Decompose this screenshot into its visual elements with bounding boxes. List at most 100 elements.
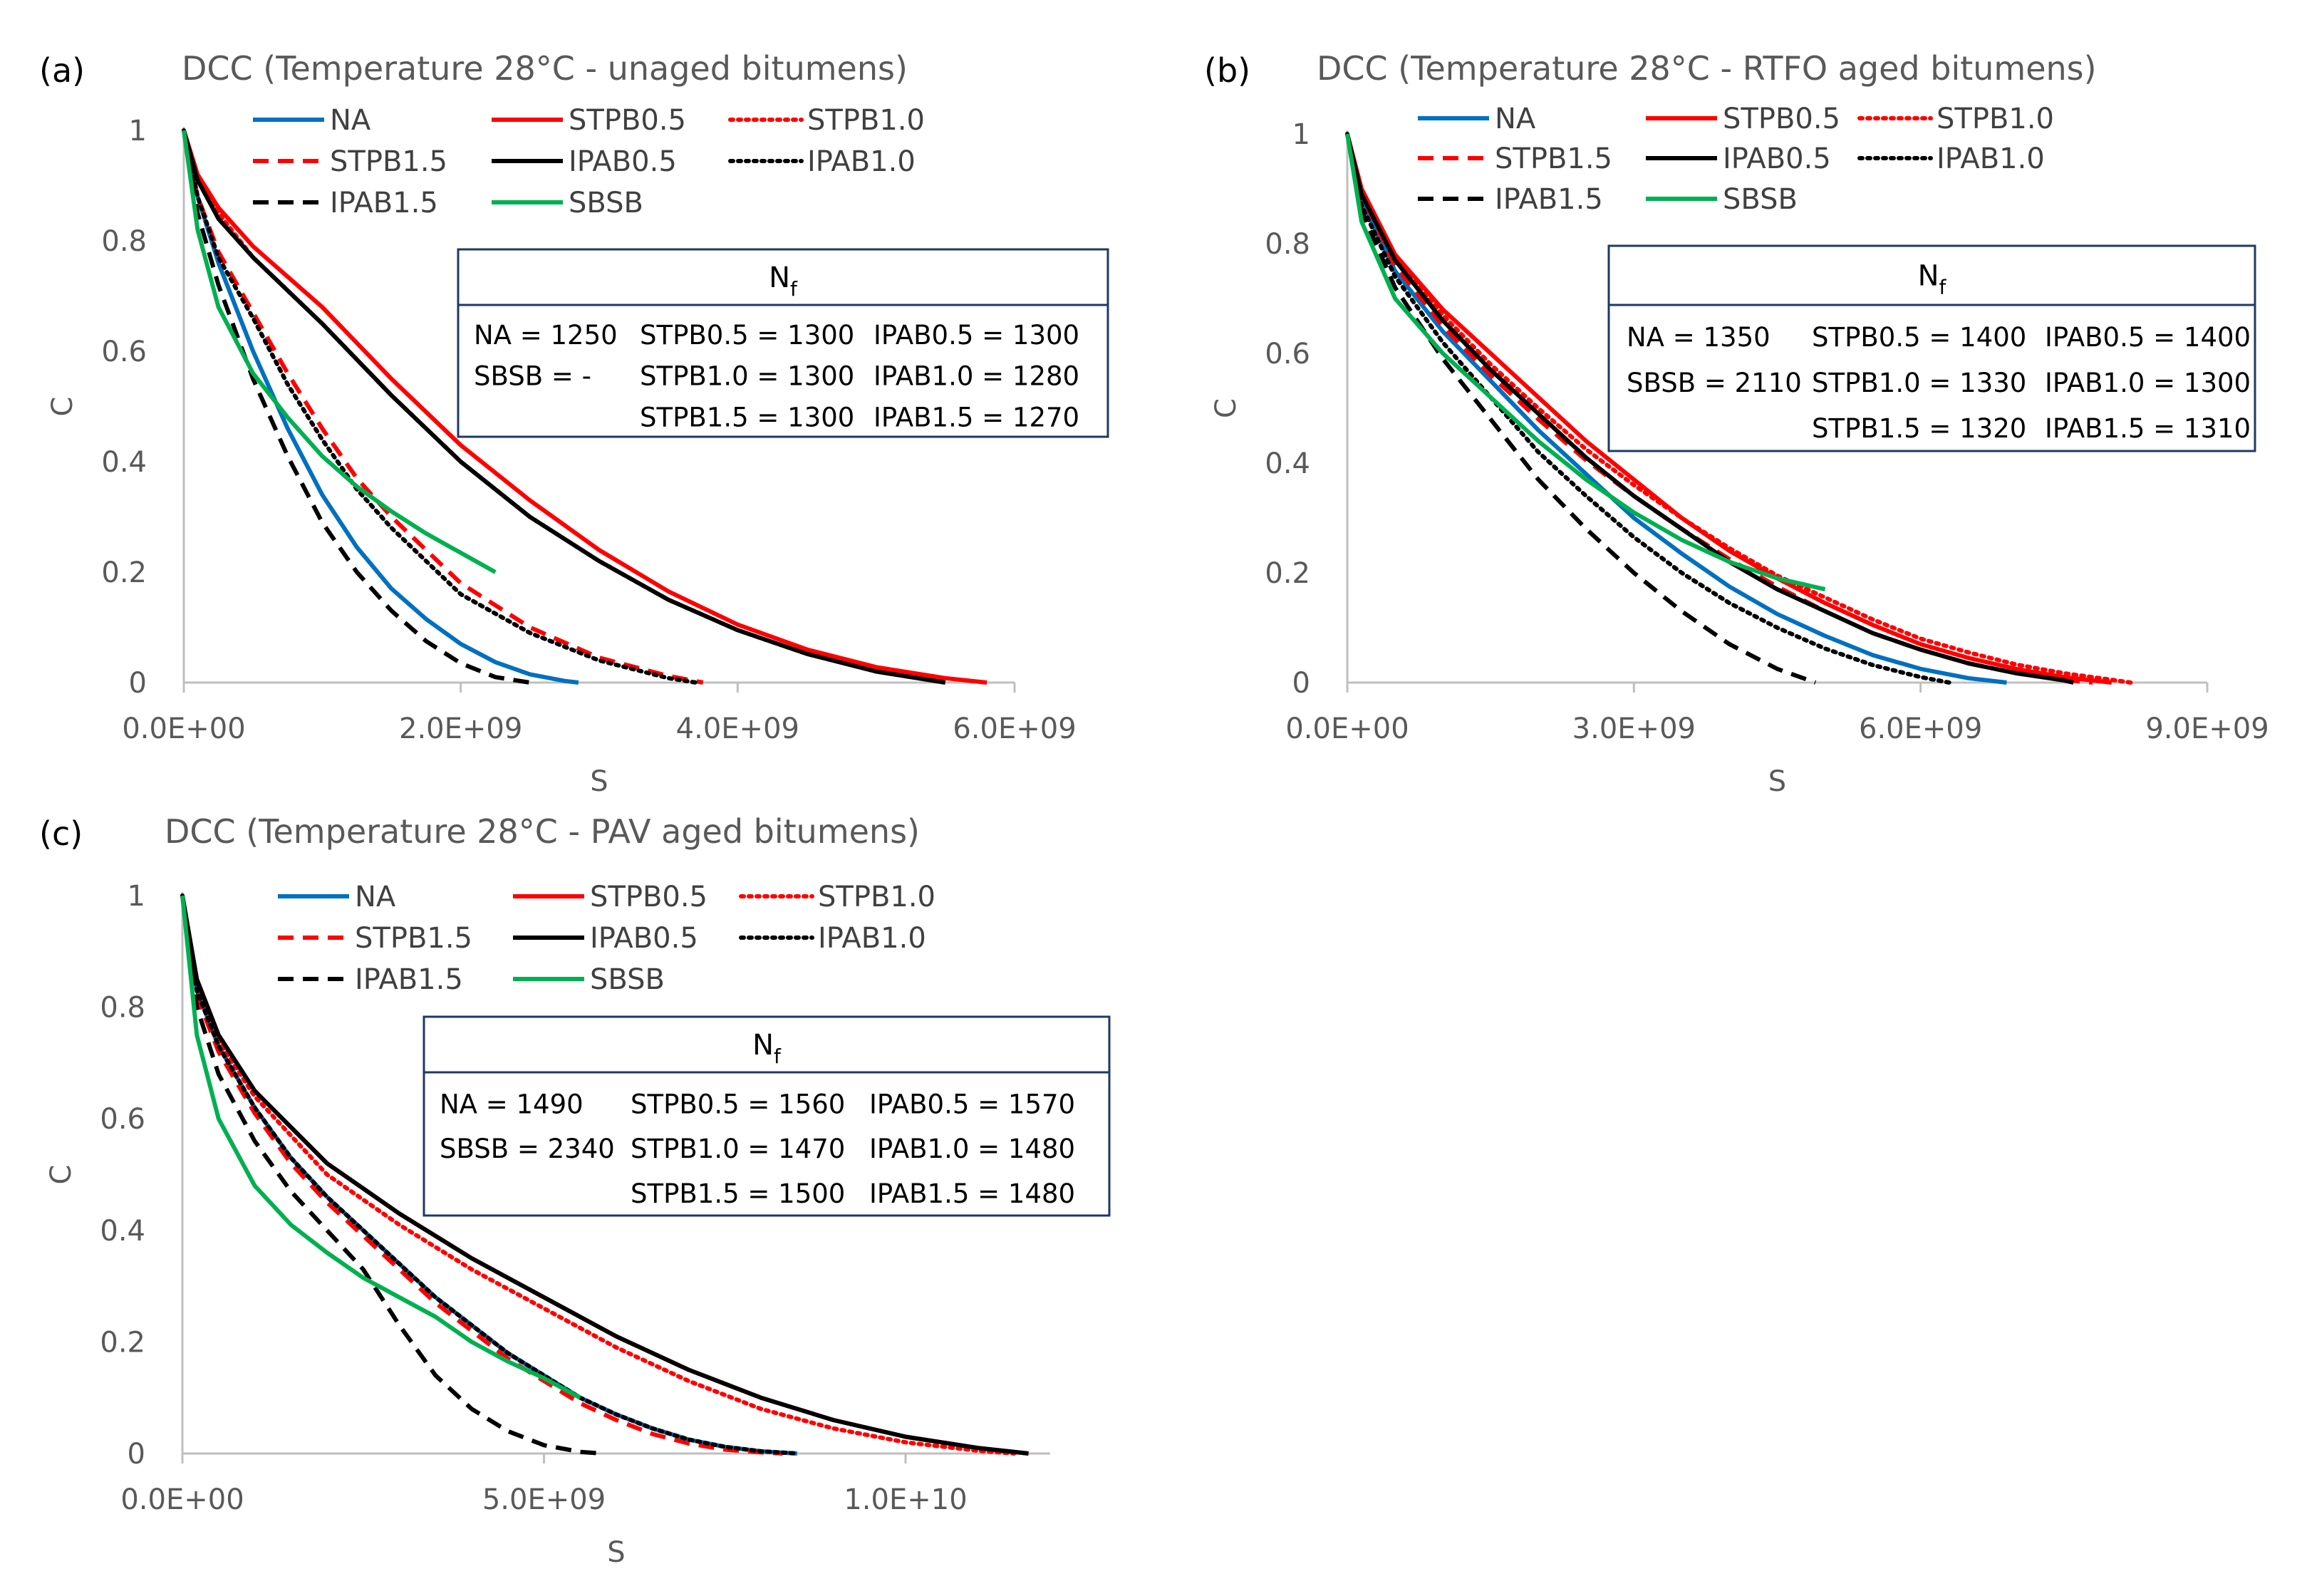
legend-label-stpb0-5: STPB0.5 xyxy=(569,104,686,137)
legend-label-na: NA xyxy=(1495,103,1536,135)
nf-table-cell: STPB1.5 = 1320 xyxy=(1812,413,2026,444)
nf-table-header: Nf xyxy=(752,1029,782,1068)
panels-group: (a) DCC (Temperature 28°C - unaged bitume… xyxy=(39,49,2269,1569)
nf-table-cell: STPB1.0 = 1300 xyxy=(640,361,854,392)
y-tick-label: 0.6 xyxy=(101,336,147,368)
nf-header-subscript: f xyxy=(1939,276,1947,299)
legend-label-ipab1-0: IPAB1.0 xyxy=(1937,142,2045,175)
nf-table-cell: IPAB0.5 = 1570 xyxy=(869,1089,1075,1119)
legend: NA STPB0.5 STPB1.0 STPB1.5 IPAB0.5 IPAB1.0 IPA… xyxy=(1418,103,2054,216)
x-axis-title: S xyxy=(607,1536,625,1569)
y-tick-label: 0.8 xyxy=(100,992,145,1025)
series-line-ipab1-5 xyxy=(182,130,531,685)
legend-label-stpb1-0: STPB1.0 xyxy=(1937,103,2054,135)
nf-header-subscript: f xyxy=(790,277,798,301)
nf-table-cell: NA = 1250 xyxy=(474,320,618,351)
series-group xyxy=(1345,132,2133,685)
nf-table-cell: STPB1.0 = 1470 xyxy=(631,1134,845,1164)
nf-table-header: Nf xyxy=(1918,260,1947,299)
legend-label-ipab1-0: IPAB1.0 xyxy=(818,922,926,955)
legend: NA STPB0.5 STPB1.0 STPB1.5 IPAB0.5 IPAB1.0 IPA… xyxy=(278,881,935,996)
legend-label-ipab0-5: IPAB0.5 xyxy=(1723,142,1831,175)
legend-label-stpb1-5: STPB1.5 xyxy=(1495,142,1612,175)
y-tick-label: 0 xyxy=(128,1438,145,1471)
nf-table: Nf NA = 1350 STPB0.5 = 1400 IPAB0.5 = 1400 S… xyxy=(1607,244,2256,452)
legend-label-stpb1-0: STPB1.0 xyxy=(807,104,925,137)
y-tick-label: 0.2 xyxy=(101,556,147,589)
panel-label: (b) xyxy=(1204,51,1250,90)
series-line-stpb1-5 xyxy=(180,895,783,1456)
x-tick-label: 0.0E+00 xyxy=(1285,712,1409,745)
chart-panel-c: (c) DCC (Temperature 28°C - PAV aged bitu… xyxy=(39,812,1111,1569)
series-line-na xyxy=(182,130,579,685)
series-line-ipab1-5 xyxy=(180,895,602,1456)
x-tick-label: 2.0E+09 xyxy=(399,712,522,745)
x-axis-title: S xyxy=(590,765,608,798)
x-tick-label: 6.0E+09 xyxy=(953,712,1076,745)
nf-header-symbol: N xyxy=(769,261,790,294)
series-group xyxy=(182,128,987,685)
chart-panel-a: (a) DCC (Temperature 28°C - unaged bitume… xyxy=(39,49,1109,798)
nf-table-cell: IPAB1.5 = 1270 xyxy=(873,403,1079,433)
nf-table-cell: SBSB = 2110 xyxy=(1627,368,1802,398)
legend-label-ipab1-5: IPAB1.5 xyxy=(1495,183,1603,216)
series-line-ipab0-5 xyxy=(180,895,1029,1456)
x-tick-label: 0.0E+00 xyxy=(122,712,245,745)
nf-table-cell: STPB0.5 = 1560 xyxy=(631,1089,845,1119)
series-line-ipab0-5 xyxy=(182,130,946,685)
y-tick-label: 0.4 xyxy=(1265,447,1310,480)
series-line-ipab1-5 xyxy=(1345,133,1817,685)
legend-label-stpb1-5: STPB1.5 xyxy=(330,145,447,178)
x-tick-label: 3.0E+09 xyxy=(1572,712,1696,745)
nf-table-cell: STPB1.5 = 1300 xyxy=(640,403,854,433)
nf-table-border xyxy=(1607,244,2256,452)
x-tick-label: 9.0E+09 xyxy=(2145,712,2269,745)
x-axis-title: S xyxy=(1768,765,1786,798)
y-axis-title: C xyxy=(1210,398,1243,418)
chart-title: DCC (Temperature 28°C - unaged bitumens) xyxy=(182,49,908,88)
y-tick-label: 1 xyxy=(1292,118,1310,151)
nf-table-border xyxy=(422,1015,1111,1217)
y-tick-label: 0.2 xyxy=(100,1326,145,1359)
series-group xyxy=(180,893,1029,1456)
nf-table-cell: IPAB1.0 = 1300 xyxy=(2045,368,2251,398)
x-tick-label: 5.0E+09 xyxy=(482,1483,606,1516)
y-tick-label: 0.6 xyxy=(100,1103,145,1136)
nf-table-header: Nf xyxy=(769,261,798,301)
nf-table-cell: STPB1.0 = 1330 xyxy=(1812,368,2026,398)
legend: NA STPB0.5 STPB1.0 STPB1.5 IPAB0.5 IPAB1.0 IPA… xyxy=(253,104,925,219)
nf-table-cell: NA = 1350 xyxy=(1627,322,1770,353)
panel-label: (c) xyxy=(39,814,83,853)
y-tick-label: 0.8 xyxy=(101,225,147,258)
nf-table-cell: IPAB0.5 = 1400 xyxy=(2045,322,2251,353)
panel-label: (a) xyxy=(39,51,85,90)
nf-table-cell: IPAB1.0 = 1280 xyxy=(873,361,1079,392)
nf-table-cell: SBSB = - xyxy=(474,361,591,392)
nf-table-cell: SBSB = 2340 xyxy=(440,1134,615,1164)
nf-table-cell: NA = 1490 xyxy=(440,1089,584,1119)
nf-table-cell: IPAB1.0 = 1480 xyxy=(869,1134,1075,1164)
y-tick-label: 0.4 xyxy=(100,1215,145,1248)
nf-header-symbol: N xyxy=(752,1029,774,1062)
y-tick-label: 0.8 xyxy=(1265,228,1310,261)
legend-label-na: NA xyxy=(355,881,396,913)
y-tick-label: 0 xyxy=(1292,667,1310,700)
y-axis-title: C xyxy=(46,397,79,417)
legend-label-sbsb: SBSB xyxy=(1723,183,1798,216)
series-line-ipab1-0 xyxy=(182,128,698,685)
legend-label-sbsb: SBSB xyxy=(590,963,665,996)
nf-table: Nf NA = 1250 STPB0.5 = 1300 IPAB0.5 = 1300 S… xyxy=(457,248,1109,438)
nf-table-cell: IPAB0.5 = 1300 xyxy=(873,320,1079,351)
series-line-sbsb xyxy=(180,895,581,1400)
x-tick-label: 0.0E+00 xyxy=(120,1483,244,1516)
legend-label-sbsb: SBSB xyxy=(569,187,643,219)
series-line-stpb0-5 xyxy=(182,130,987,685)
nf-header-symbol: N xyxy=(1918,260,1939,293)
legend-label-ipab1-5: IPAB1.5 xyxy=(355,963,463,996)
series-line-na xyxy=(1345,133,2007,685)
x-tick-label: 4.0E+09 xyxy=(676,712,799,745)
legend-label-stpb0-5: STPB0.5 xyxy=(1723,103,1840,135)
legend-label-stpb1-0: STPB1.0 xyxy=(818,881,935,913)
series-line-sbsb xyxy=(1345,133,1826,592)
